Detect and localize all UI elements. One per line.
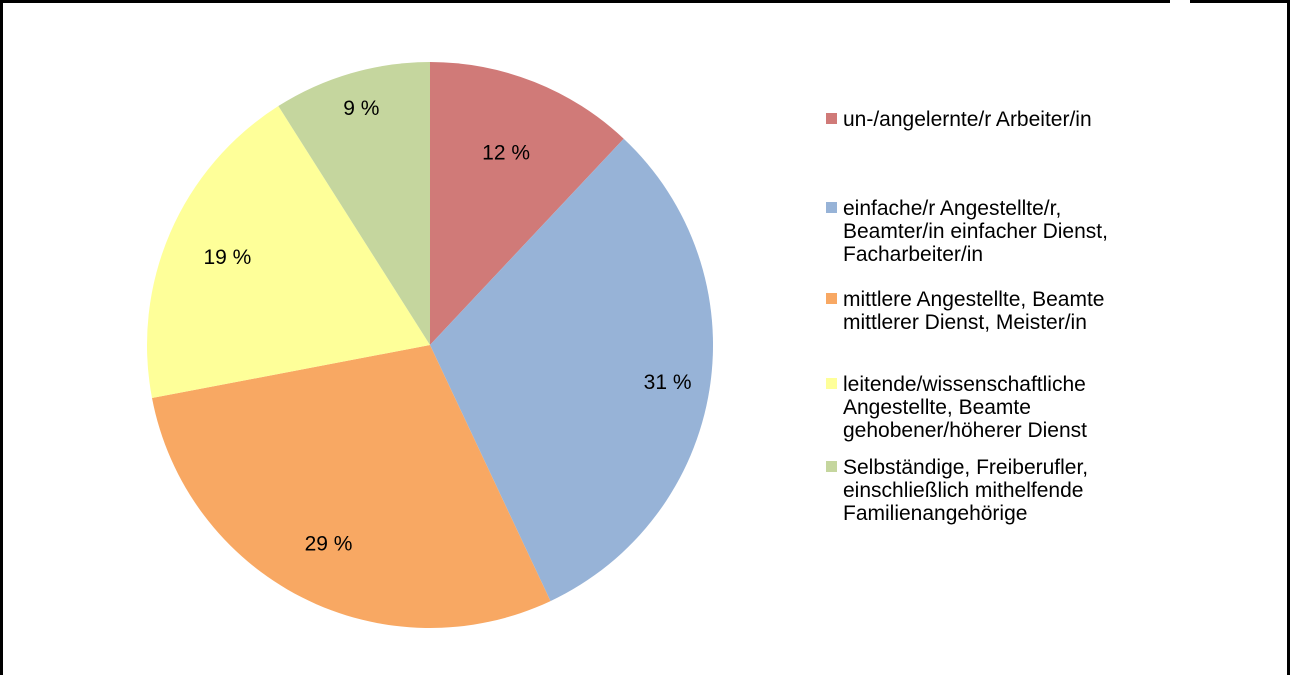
data-label-senior-employee: 19 % [203, 246, 251, 269]
data-label-self-employed: 9 % [343, 97, 379, 120]
data-label-simple-employee: 31 % [644, 371, 692, 394]
legend-item-middle-employee: mittlere Angestellte, Beamte mittlerer D… [826, 288, 1104, 334]
legend-item-unskilled-worker: un-/angelernte/r Arbeiter/in [826, 108, 1092, 131]
legend-swatch [826, 461, 837, 472]
legend-item-self-employed: Selbständige, Freiberufler, einschließli… [826, 456, 1088, 525]
legend-swatch [826, 113, 837, 124]
legend-label: Selbständige, Freiberufler, einschließli… [843, 456, 1088, 525]
data-label-unskilled-worker: 12 % [482, 141, 530, 164]
legend-swatch [826, 378, 837, 389]
data-label-middle-employee: 29 % [305, 533, 353, 556]
legend-swatch [826, 202, 837, 213]
legend-label: leitende/wissenschaftliche Angestellte, … [843, 373, 1087, 442]
pie-slices [147, 62, 713, 628]
legend-swatch [826, 293, 837, 304]
legend-label: mittlere Angestellte, Beamte mittlerer D… [843, 288, 1104, 334]
legend-label: un-/angelernte/r Arbeiter/in [843, 108, 1092, 131]
legend-item-simple-employee: einfache/r Angestellte/r, Beamter/in ein… [826, 197, 1108, 266]
legend-label: einfache/r Angestellte/r, Beamter/in ein… [843, 197, 1108, 266]
legend-item-senior-employee: leitende/wissenschaftliche Angestellte, … [826, 373, 1087, 442]
